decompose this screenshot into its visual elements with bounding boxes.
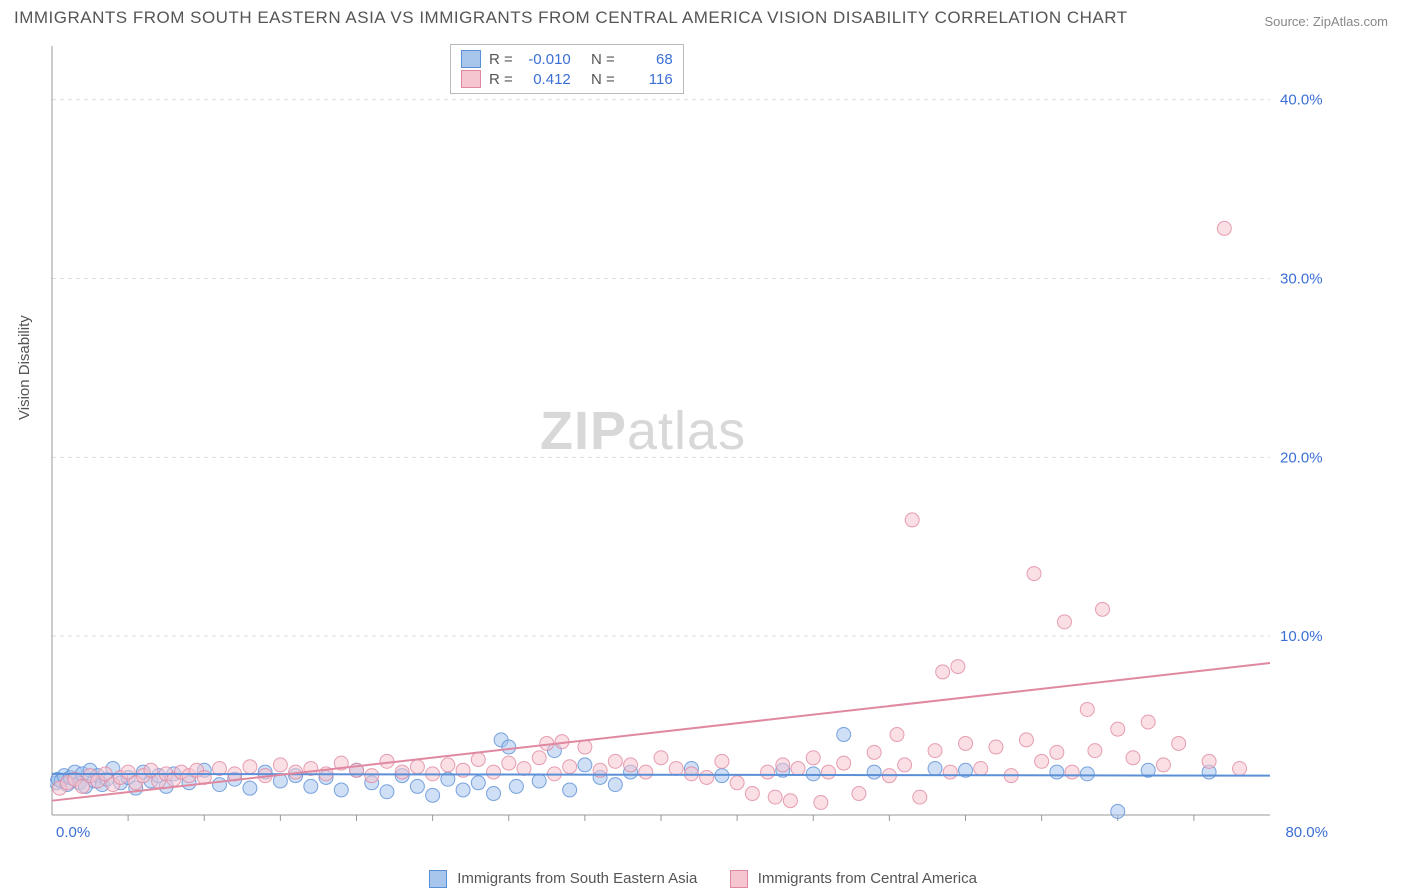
svg-text:0.0%: 0.0% — [56, 824, 90, 841]
series-legend: Immigrants from South Eastern Asia Immig… — [0, 870, 1406, 888]
y-axis-label: Vision Disability — [16, 315, 33, 420]
legend-label-ca: Immigrants from Central America — [758, 870, 977, 887]
legend-swatch-sea — [461, 50, 481, 68]
correlation-legend: R = -0.010 N = 68 R = 0.412 N = 116 — [450, 44, 684, 94]
legend-row-ca: R = 0.412 N = 116 — [461, 69, 673, 89]
legend-row-sea: R = -0.010 N = 68 — [461, 49, 673, 69]
source-label: Source: ZipAtlas.com — [1264, 14, 1388, 29]
legend-item-ca: Immigrants from Central America — [730, 870, 977, 888]
svg-text:30.0%: 30.0% — [1280, 270, 1323, 287]
scatter-plot: 10.0% 20.0% 30.0% 40.0% 0.0% 80.0% — [50, 40, 1340, 845]
legend-item-sea: Immigrants from South Eastern Asia — [429, 870, 697, 888]
chart-area: 10.0% 20.0% 30.0% 40.0% 0.0% 80.0% — [50, 40, 1340, 845]
legend-label-sea: Immigrants from South Eastern Asia — [457, 870, 697, 887]
svg-text:10.0%: 10.0% — [1280, 628, 1323, 645]
svg-text:20.0%: 20.0% — [1280, 449, 1323, 466]
chart-title: IMMIGRANTS FROM SOUTH EASTERN ASIA VS IM… — [14, 8, 1128, 28]
svg-text:40.0%: 40.0% — [1280, 92, 1323, 109]
legend-swatch-ca — [461, 70, 481, 88]
legend-swatch-sea-icon — [429, 870, 447, 888]
svg-text:80.0%: 80.0% — [1285, 824, 1328, 841]
legend-swatch-ca-icon — [730, 870, 748, 888]
